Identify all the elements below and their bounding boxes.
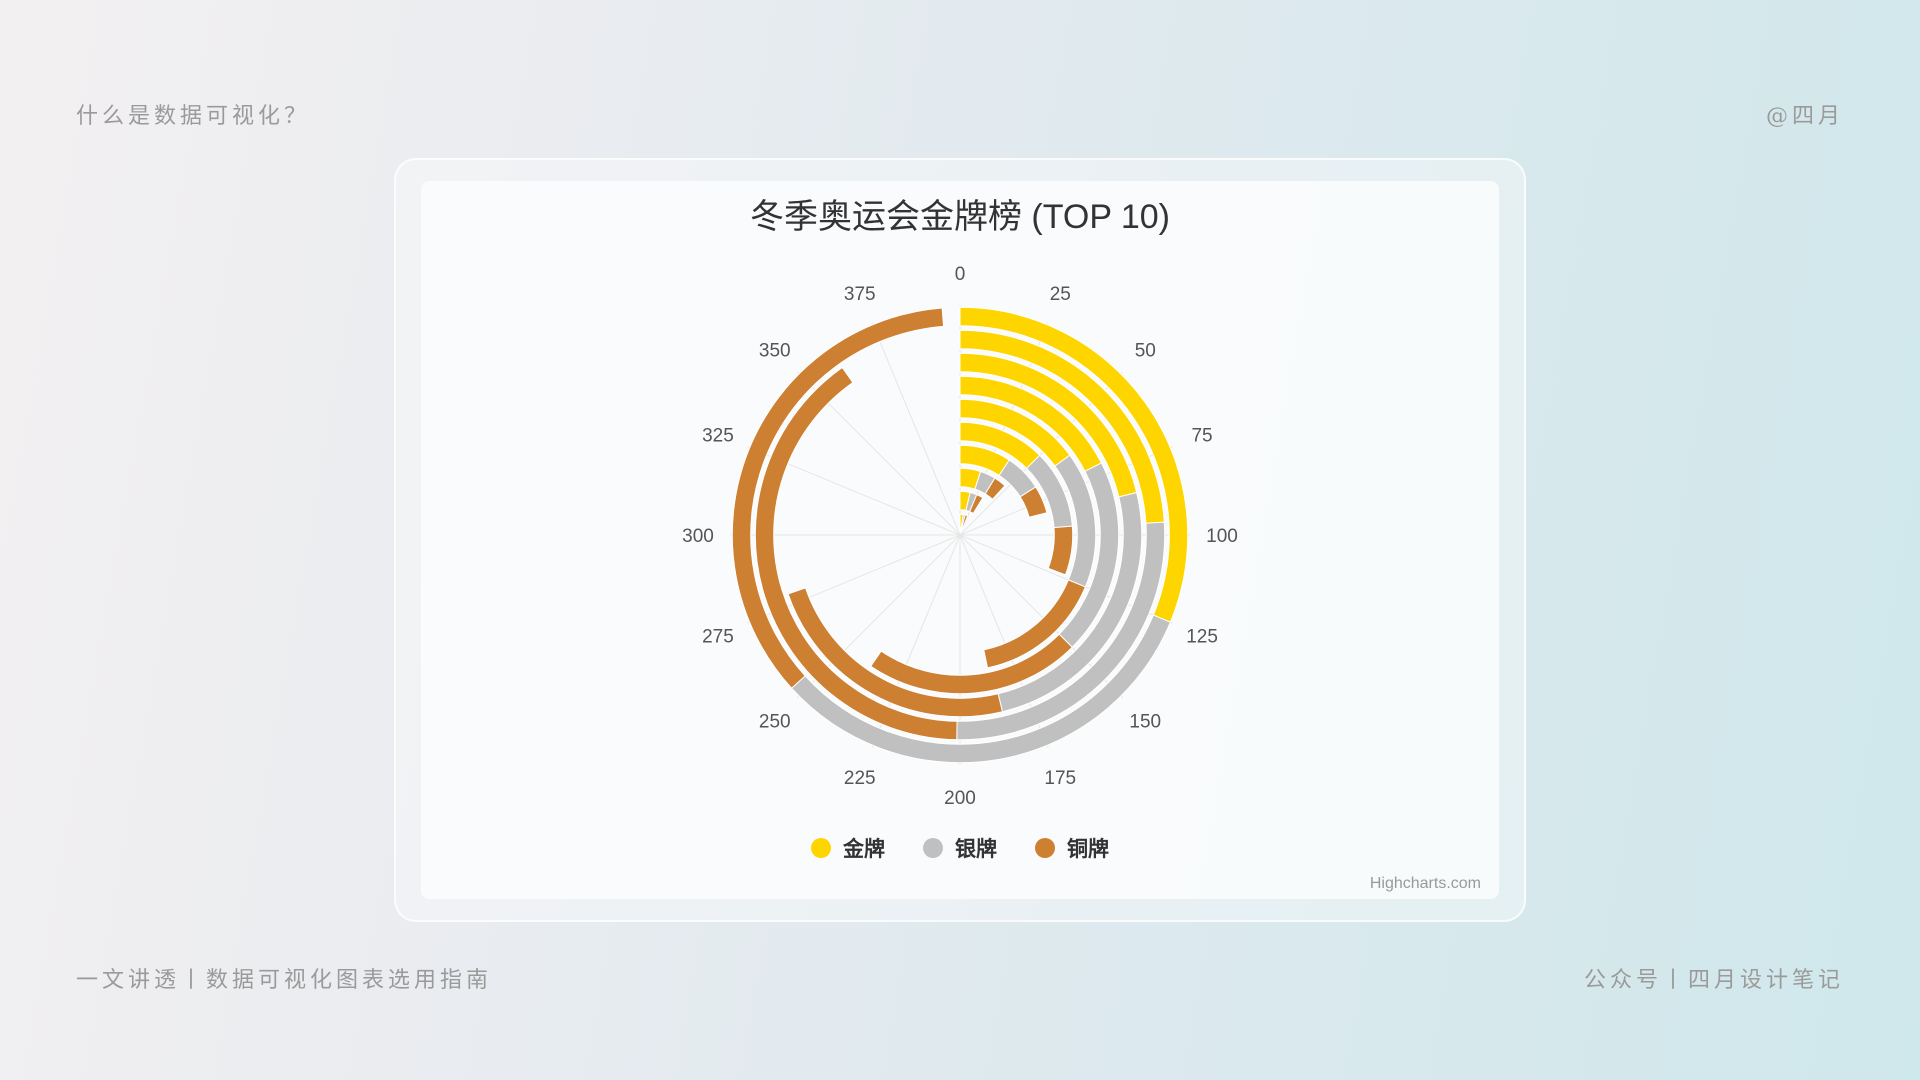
- angle-tick-label: 50: [1135, 341, 1156, 362]
- bar-bronze-ring-10: [731, 307, 945, 689]
- angle-tick-label: 75: [1191, 426, 1212, 447]
- legend-marker-silver: [923, 838, 943, 858]
- angle-tick-label: 375: [844, 284, 876, 305]
- angle-tick-label: 275: [702, 626, 734, 647]
- angle-tick-label: 125: [1186, 626, 1218, 647]
- chart-title: 冬季奥运会金牌榜 (TOP 10): [749, 198, 1171, 236]
- chart-legend: 金牌 银牌 铜牌: [421, 833, 1499, 863]
- angle-tick-label: 0: [955, 264, 966, 285]
- angle-tick-label: 100: [1206, 526, 1238, 547]
- grid-spoke: [871, 322, 961, 536]
- legend-label-bronze: 铜牌: [1067, 837, 1109, 861]
- chart-card: 0 25 50 75 100 125 150 175 200 225 250 275 300 325 350…: [421, 181, 1499, 899]
- bar-bronze-ring-6: [983, 579, 1087, 669]
- page-topic-label: 什么是数据可视化？: [76, 104, 311, 129]
- author-handle: @四月: [1765, 104, 1844, 129]
- angle-tick-labels: 0 25 50 75 100 125 150 175 200 225 250 275 300 325 350…: [682, 264, 1238, 809]
- legend-marker-gold: [811, 838, 831, 858]
- publisher-label: 公众号丨四月设计笔记: [1583, 968, 1844, 993]
- legend-item-bronze[interactable]: 铜牌: [1035, 833, 1109, 863]
- angle-tick-label: 200: [944, 788, 976, 809]
- bar-segments: [731, 306, 1189, 764]
- angle-tick-label: 150: [1129, 711, 1161, 732]
- legend-marker-bronze: [1035, 838, 1055, 858]
- angle-tick-label: 350: [759, 341, 791, 362]
- legend-label-gold: 金牌: [843, 837, 885, 861]
- bar-bronze-ring-8: [787, 587, 1004, 718]
- angle-tick-label: 250: [759, 711, 791, 732]
- angle-tick-label: 225: [844, 768, 876, 789]
- angle-tick-label: 300: [682, 526, 714, 547]
- angle-tick-label: 325: [702, 426, 734, 447]
- bar-bronze-ring-2: [969, 493, 984, 515]
- angle-tick-label: 25: [1050, 284, 1071, 305]
- polar-stacked-bar-chart: 0 25 50 75 100 125 150 175 200 225 250 275 300 325 350…: [682, 264, 1238, 809]
- bar-bronze-ring-3: [984, 477, 1006, 500]
- bar-bronze-ring-9: [754, 366, 958, 741]
- angle-tick-label: 175: [1044, 768, 1076, 789]
- bar-bronze-ring-4: [1019, 486, 1048, 518]
- legend-item-gold[interactable]: 金牌: [811, 833, 885, 863]
- article-title-label: 一文讲透丨数据可视化图表选用指南: [76, 968, 493, 993]
- bar-bronze-ring-7: [870, 633, 1073, 695]
- chart-credits[interactable]: Highcharts.com: [1369, 875, 1481, 892]
- legend-item-silver[interactable]: 银牌: [923, 833, 997, 863]
- legend-label-silver: 银牌: [955, 837, 997, 861]
- bar-bronze-ring-1: [959, 514, 969, 534]
- bar-bronze-ring-5: [1047, 525, 1074, 576]
